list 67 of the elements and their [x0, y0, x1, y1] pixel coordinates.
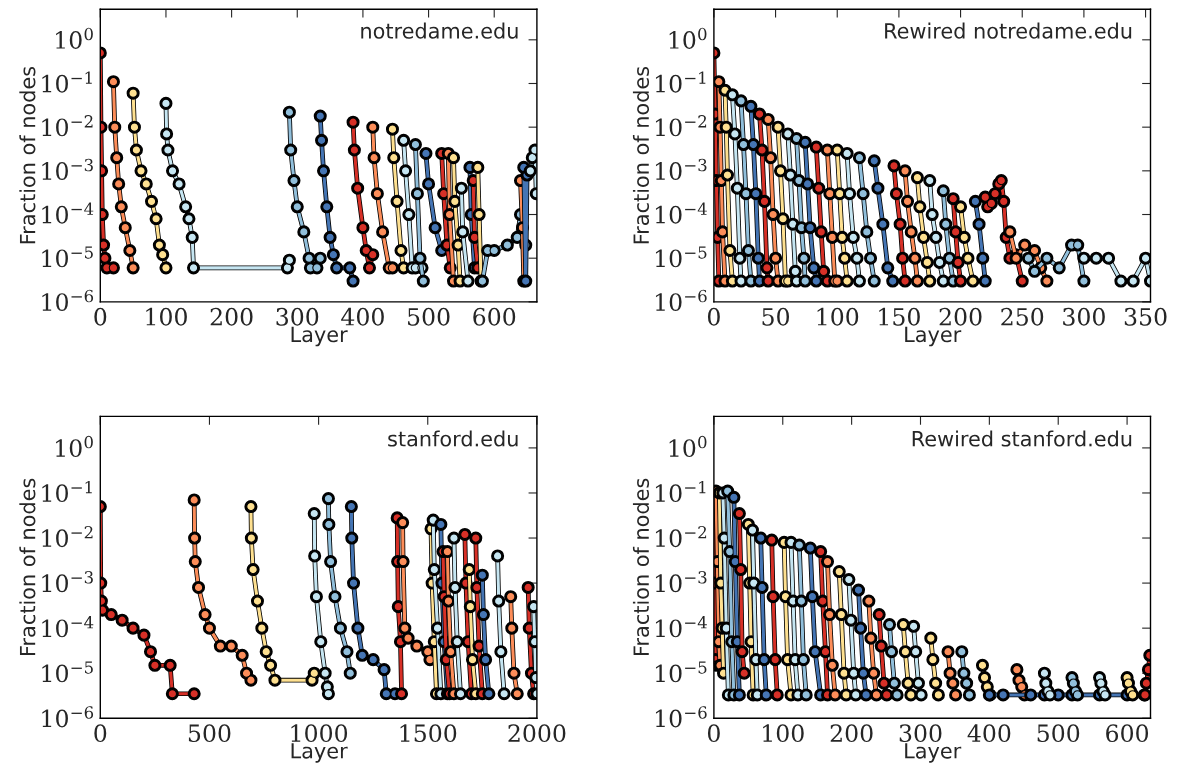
y-tick-label: 10$^{−5}$ [655, 246, 707, 268]
x-tick-label: 600 [473, 307, 516, 326]
y-tick-label: 10$^{−6}$ [655, 289, 707, 311]
x-tick-label: 1000 [291, 724, 348, 743]
x-tick-label: 300 [899, 724, 942, 743]
x-tick-label: 250 [1001, 307, 1044, 326]
x-axis-title: Layer [291, 743, 348, 763]
text: Rewired notredame.edu [885, 22, 1132, 39]
y-tick-label: 10$^{−6}$ [42, 706, 94, 728]
y-tick-label: 10$^{−1}$ [655, 71, 706, 93]
y-tick-label: 10$^{−4}$ [655, 616, 707, 638]
x-tick-label: 500 [188, 724, 231, 743]
x-tick-label: 350 [1124, 307, 1167, 326]
x-tick-label: 100 [146, 307, 187, 326]
y-tick-label: 10$^{0}$ [56, 27, 93, 49]
y-axis-title: Fraction of nodes [19, 66, 36, 244]
y-axis-title: Fraction of nodes [19, 478, 36, 655]
y-tick-label: 10$^{0}$ [669, 435, 707, 458]
y-tick-label: 10$^{−6}$ [655, 706, 707, 728]
x-tick-label: 1500 [400, 724, 457, 743]
y-tick-label: 10$^{−1}$ [42, 480, 92, 503]
x-tick-label: 50 [762, 307, 790, 326]
x-axis-title: Layer [905, 743, 962, 763]
y-axis-title: Fraction of nodes [632, 478, 650, 655]
y-tick-label: 10$^{−3}$ [655, 571, 707, 593]
y-tick-label: 10$^{−2}$ [655, 115, 707, 137]
x-axis-title: Layer [291, 326, 348, 347]
y-tick-label: 10$^{−3}$ [42, 571, 93, 593]
text: stanford.edu [388, 430, 518, 447]
y-tick-label: 10$^{−1}$ [655, 480, 706, 503]
y-tick-label: 10$^{−5}$ [655, 661, 707, 683]
x-tick-label: 300 [276, 307, 319, 326]
y-tick-label: 10$^{−3}$ [655, 158, 707, 180]
x-tick-label: 500 [1037, 724, 1080, 743]
y-tick-label: 10$^{−2}$ [42, 115, 93, 137]
x-tick-label: 0 [94, 307, 107, 326]
x-tick-label: 600 [1106, 724, 1149, 743]
text: notredame.edu [361, 22, 518, 39]
y-tick-label: 10$^{−2}$ [655, 525, 707, 548]
x-tick-label: 2000 [508, 724, 566, 743]
x-tick-label: 200 [210, 307, 253, 326]
y-tick-label: 10$^{−4}$ [42, 616, 94, 638]
x-tick-label: 100 [763, 724, 804, 743]
x-tick-label: 0 [94, 724, 107, 743]
y-tick-label: 10$^{−5}$ [42, 661, 93, 683]
y-tick-label: 10$^{0}$ [56, 435, 93, 458]
x-tick-label: 100 [817, 307, 859, 326]
y-tick-label: 10$^{−6}$ [42, 289, 94, 311]
x-tick-label: 150 [879, 307, 920, 326]
x-tick-label: 400 [967, 724, 1011, 743]
x-axis-title: Layer [905, 326, 962, 347]
x-tick-label: 400 [341, 307, 384, 326]
x-tick-label: 0 [707, 307, 720, 326]
y-tick-label: 10$^{−5}$ [42, 246, 93, 268]
text: Rewired stanford.edu [912, 430, 1132, 447]
x-tick-label: 200 [830, 724, 873, 743]
y-tick-label: 10$^{−3}$ [42, 158, 93, 180]
x-tick-label: 500 [408, 307, 450, 326]
y-tick-label: 10$^{−4}$ [42, 202, 94, 224]
y-tick-label: 10$^{−4}$ [655, 202, 707, 224]
y-tick-label: 10$^{0}$ [669, 27, 707, 49]
x-tick-label: 0 [707, 724, 720, 743]
x-tick-label: 300 [1063, 307, 1105, 326]
y-axis-title: Fraction of nodes [632, 66, 650, 244]
y-tick-label: 10$^{−1}$ [42, 71, 92, 93]
x-tick-label: 200 [939, 307, 982, 326]
y-tick-label: 10$^{−2}$ [42, 525, 93, 548]
